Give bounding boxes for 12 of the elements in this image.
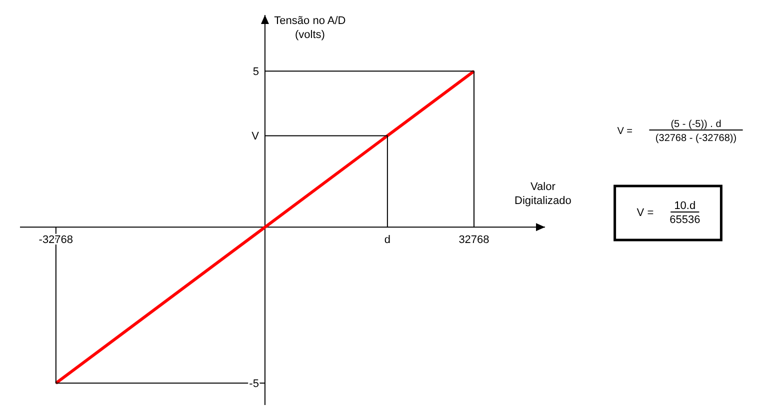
y-axis-title: Tensão no A/D (volts) [274, 15, 346, 41]
x-axis-title: Valor Digitalizado [514, 181, 572, 207]
y-tick-label: 5 [252, 66, 259, 78]
text: 10.d [674, 200, 696, 212]
text: V = [636, 207, 654, 219]
text: (32768 - (-32768)) [655, 133, 737, 144]
annotation: V [252, 130, 260, 143]
text: V = [617, 126, 633, 137]
annotation: d [384, 234, 390, 246]
x-tick-label: 32768 [458, 234, 490, 246]
text: (5 - (-5)) . d [670, 119, 722, 130]
text: 65536 [670, 214, 700, 226]
